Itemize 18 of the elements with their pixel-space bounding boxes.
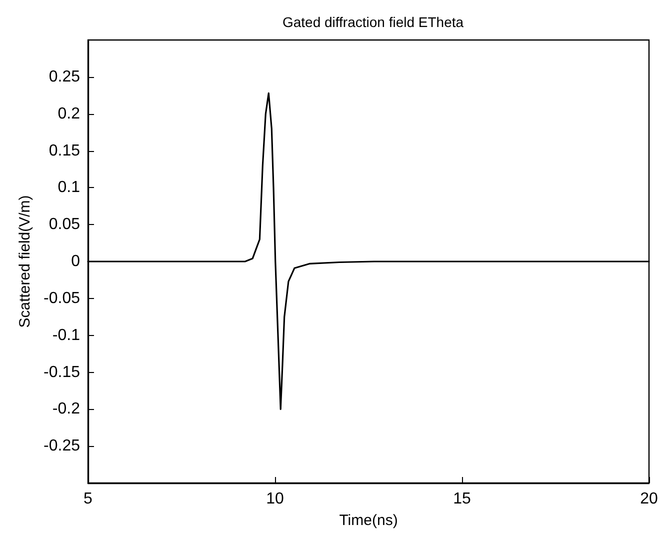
x-tick-label: 5: [84, 490, 93, 508]
y-tick-label: 0.2: [58, 105, 80, 122]
y-tick-label: -0.15: [44, 364, 80, 381]
y-tick-label: 0.25: [48, 68, 80, 86]
x-axis-title: Time(ns): [339, 512, 398, 529]
y-tick-label: 0.05: [48, 216, 80, 234]
x-tick-label: 15: [453, 490, 471, 508]
y-tick-label: 0.1: [58, 179, 80, 196]
y-tick-label: -0.2: [52, 400, 80, 418]
y-tick-label: 0: [71, 253, 80, 270]
y-tick-label: -0.1: [52, 326, 80, 344]
y-tick-label: 0.15: [48, 142, 80, 160]
chart-title: Gated diffraction field ETheta: [282, 14, 464, 30]
y-tick-label: -0.25: [44, 438, 80, 455]
y-tick-label: -0.05: [44, 290, 80, 307]
x-tick-label: 20: [640, 490, 658, 508]
y-axis-title: Scattered field(V/m): [16, 195, 34, 328]
x-tick-label: 10: [266, 490, 284, 508]
